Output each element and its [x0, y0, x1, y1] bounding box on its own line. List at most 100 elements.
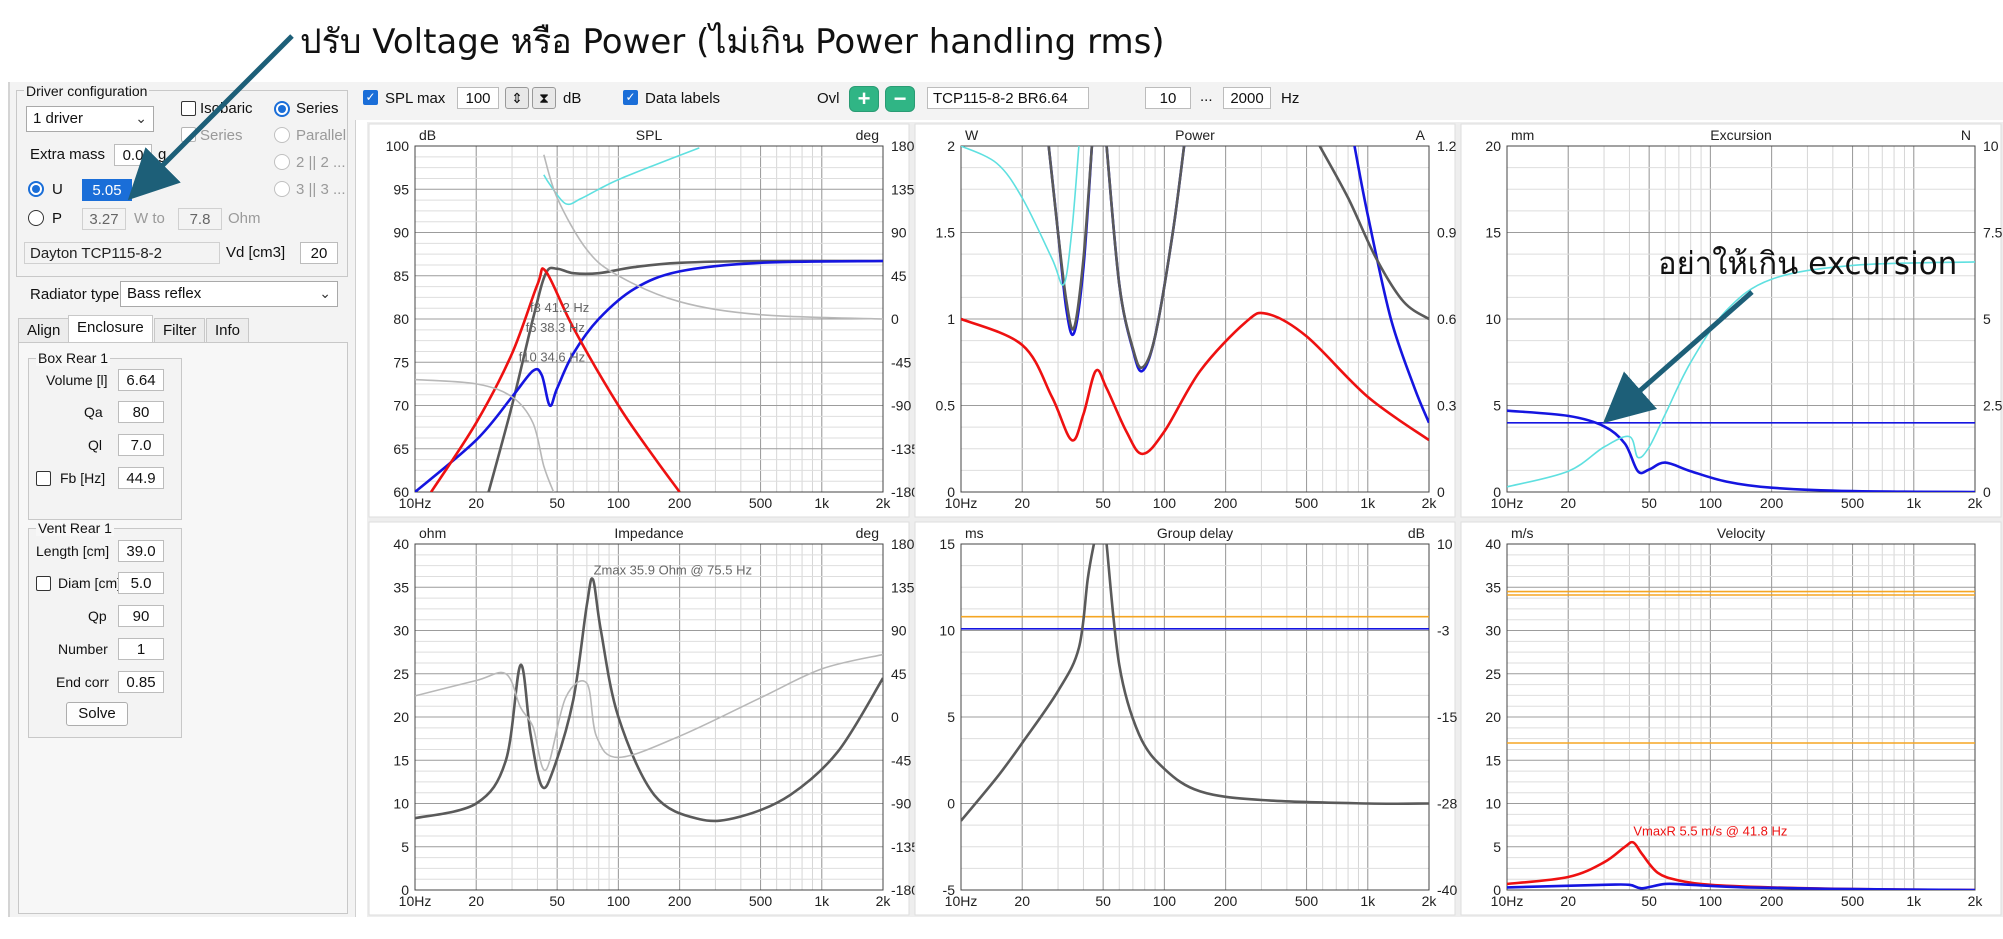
series-line-red	[961, 311, 1429, 456]
qa-input[interactable]: 80	[118, 401, 164, 423]
spl-max-checkbox[interactable]: ✓	[363, 90, 378, 105]
y-tick-label: 2	[947, 138, 955, 154]
tab-filter[interactable]: Filter	[154, 318, 206, 342]
config-2-label: 2 || 2 ...	[296, 154, 346, 171]
y2-tick-label: -45	[891, 752, 911, 768]
series-line-darkgray	[1105, 544, 1429, 806]
y2-tick-label: 0.3	[1437, 398, 1457, 414]
y-tick-label: 1	[947, 311, 955, 327]
voltage-radio[interactable]	[28, 181, 44, 197]
charts-area: 10Hz 20 50 100 200 500 1k 2k 100 95 90 85 80 75 70 65 60…	[367, 122, 2003, 917]
y2-tick-label: 90	[891, 623, 907, 639]
config-3-radio[interactable]	[274, 181, 290, 197]
x-tick-label: 1k	[1360, 495, 1376, 511]
radiator-type-select[interactable]: Bass reflex ⌄	[120, 281, 338, 307]
y2-tick-label: -28	[1437, 796, 1457, 812]
ql-input[interactable]: 7.0	[118, 434, 164, 456]
y-tick-label: 100	[386, 138, 410, 154]
spl-max-input[interactable]: 100	[457, 87, 499, 109]
y-tick-label: 20	[1485, 709, 1501, 725]
x-tick-label: 200	[1760, 495, 1784, 511]
x-tick-label: 10Hz	[399, 893, 432, 909]
y2-tick-label: 0	[891, 311, 899, 327]
y-tick-label: 70	[393, 398, 409, 414]
data-labels-checkbox[interactable]: ✓	[623, 90, 638, 105]
fb-label: Fb [Hz]	[60, 470, 106, 486]
x-tick-label: 20	[1560, 495, 1576, 511]
chart-groupdelay: 10Hz 20 50 100 200 500 1k 2k151050-510-3-15-28-…	[914, 521, 1457, 916]
number-input[interactable]: 1	[118, 638, 164, 660]
endcorr-input[interactable]: 0.85	[118, 671, 164, 693]
tab-enclosure[interactable]: Enclosure	[68, 315, 153, 342]
excursion-annotation-arrow	[1602, 290, 1754, 424]
remove-overlay-button[interactable]: −	[885, 86, 915, 112]
volume-input[interactable]: 6.64	[118, 369, 164, 391]
y-tick-label: 65	[393, 441, 409, 457]
project-name-field[interactable]: TCP115-8-2 BR6.64	[927, 87, 1089, 109]
y-tick-label: 5	[1493, 839, 1501, 855]
parallel-radio-label: Parallel	[296, 127, 347, 144]
freq-max-input[interactable]: 2000	[1223, 87, 1271, 109]
radiator-type-label: Radiator type	[30, 286, 120, 303]
y-tick-label: 30	[393, 623, 409, 639]
y2-tick-label: -90	[891, 398, 911, 414]
y-tick-label: 0.5	[936, 398, 956, 414]
x-tick-label: 1k	[1906, 893, 1922, 909]
power-radio[interactable]	[28, 210, 44, 226]
chart-title: Power	[1175, 127, 1215, 143]
power-input[interactable]: 3.27	[82, 208, 126, 230]
y2-tick-label: 5	[1983, 311, 1991, 327]
diam-label: Diam [cm]	[58, 575, 121, 591]
series-line-lightgray	[415, 653, 883, 771]
y2-tick-label: 90	[891, 225, 907, 241]
config-3-label: 3 || 3 ...	[296, 181, 346, 198]
top-annotation: ปรับ Voltage หรือ Power (ไม่เกิน Power h…	[300, 22, 1165, 62]
driver-count-select[interactable]: 1 driver ⌄	[26, 106, 154, 132]
add-overlay-button[interactable]: +	[849, 86, 879, 112]
y2-tick-label: 10	[1437, 536, 1453, 552]
y2-tick-label: 135	[891, 579, 915, 595]
series-radio-label: Series	[296, 100, 339, 117]
x-tick-label: 50	[1095, 495, 1111, 511]
series-line-blue	[1507, 409, 1975, 492]
y2-tick-label: 45	[891, 666, 907, 682]
qp-input[interactable]: 90	[118, 605, 164, 627]
x-tick-label: 50	[1095, 893, 1111, 909]
tab-info[interactable]: Info	[206, 318, 250, 342]
parallel-radio[interactable]	[274, 127, 290, 143]
tab-align[interactable]: Align	[18, 318, 70, 342]
fb-input[interactable]: 44.9	[118, 467, 164, 489]
y2-unit-label: A	[1416, 127, 1426, 143]
fb-checkbox[interactable]	[36, 471, 51, 486]
diam-checkbox[interactable]	[36, 576, 51, 591]
chart-title: Impedance	[614, 525, 683, 541]
config-2-radio[interactable]	[274, 154, 290, 170]
y-tick-label: 0	[947, 484, 955, 500]
series-line-lightgray	[415, 378, 555, 492]
y-unit-label: ohm	[419, 525, 446, 541]
x-tick-label: 200	[1214, 893, 1238, 909]
plot-frame	[1506, 145, 1976, 493]
hourglass-icon[interactable]: ⧗	[532, 87, 556, 109]
up-down-icon[interactable]: ⇕	[505, 87, 529, 109]
voltage-input[interactable]: 5.05	[82, 179, 132, 201]
driver-name-field[interactable]: Dayton TCP115-8-2	[24, 242, 220, 264]
solve-button[interactable]: Solve	[66, 702, 128, 726]
app-window: Driver configuration 1 driver ⌄ Isobaric…	[8, 82, 2003, 917]
vd-input[interactable]: 20	[300, 242, 338, 264]
ohm-input[interactable]: 7.8	[178, 208, 222, 230]
y-tick-label: 15	[393, 752, 409, 768]
series-line-red	[430, 267, 681, 492]
y2-tick-label: -3	[1437, 623, 1450, 639]
x-tick-label: 20	[468, 893, 484, 909]
series-radio[interactable]	[274, 101, 290, 117]
chart-impedance: 10Hz 20 50 100 200 500 1k 2k4035302520151050180…	[368, 521, 919, 916]
freq-min-input[interactable]: 10	[1145, 87, 1191, 109]
length-input[interactable]: 39.0	[118, 540, 164, 562]
box-title: Box Rear 1	[36, 350, 111, 366]
x-tick-label: 50	[549, 893, 565, 909]
diam-input[interactable]: 5.0	[118, 572, 164, 594]
isobaric-checkbox[interactable]	[181, 101, 196, 116]
series-line-darkgray	[1105, 146, 1186, 370]
